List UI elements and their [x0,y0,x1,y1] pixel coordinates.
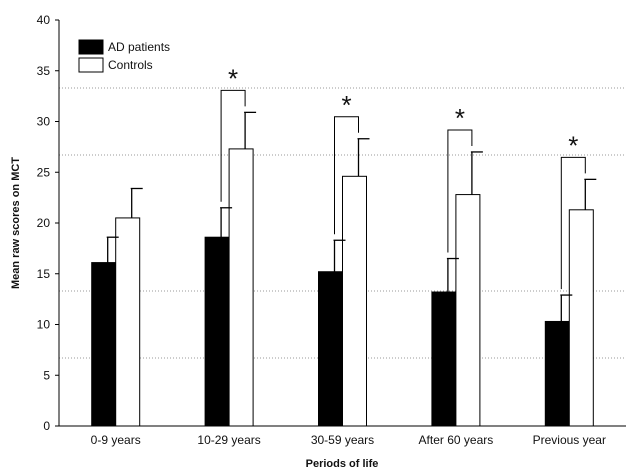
legend-label: AD patients [108,40,170,54]
significance-star: * [341,90,351,120]
y-tick-label: 40 [37,13,51,27]
significance-bracket [447,129,473,253]
controls-bar [455,194,481,427]
x-tick-label: Previous year [533,433,606,447]
y-tick-label: 25 [37,165,51,179]
x-tick-label: 0-9 years [91,433,141,447]
significance-bracket [560,156,586,290]
y-tick-label: 20 [37,216,51,230]
significance-star: * [455,103,465,133]
significance-star: * [568,130,578,160]
significance-bracket [334,116,359,235]
controls-bar [342,175,367,427]
y-axis-ticks: 0 5 10 15 20 25 30 35 40 [37,13,59,433]
legend-swatch [78,39,104,55]
x-tick-label: 10-29 years [197,433,260,447]
y-tick-label: 35 [37,64,51,78]
controls-bar [115,217,141,427]
x-axis-title: Periods of life [306,458,379,470]
legend: AD patients Controls [78,39,170,73]
legend-label: Controls [108,58,153,72]
y-axis-title: Mean raw scores on MCT [10,157,22,289]
y-tick-label: 30 [37,115,51,129]
x-axis-ticks: 0-9 years 10-29 years 30-59 years After 60 … [91,433,606,447]
y-tick-label: 15 [37,267,51,281]
y-tick-label: 10 [37,318,51,332]
y-tick-label: 5 [43,368,50,382]
significance-bracket [220,89,246,202]
significance-markers: * * * * [220,63,586,290]
ad-patients-bar [91,262,117,427]
x-tick-label: 30-59 years [311,433,374,447]
ad-patients-bar [544,320,570,427]
legend-swatch [78,57,104,73]
ad-patients-bar [204,236,230,427]
x-tick-label: After 60 years [419,433,494,447]
controls-bar [228,148,254,427]
ad-patients-bar [431,291,457,427]
significance-star: * [228,63,238,93]
ad-patients-bar [318,271,343,427]
controls-bar [568,209,594,427]
y-tick-label: 0 [43,419,50,433]
error-bars [106,111,597,322]
bars [91,148,594,427]
